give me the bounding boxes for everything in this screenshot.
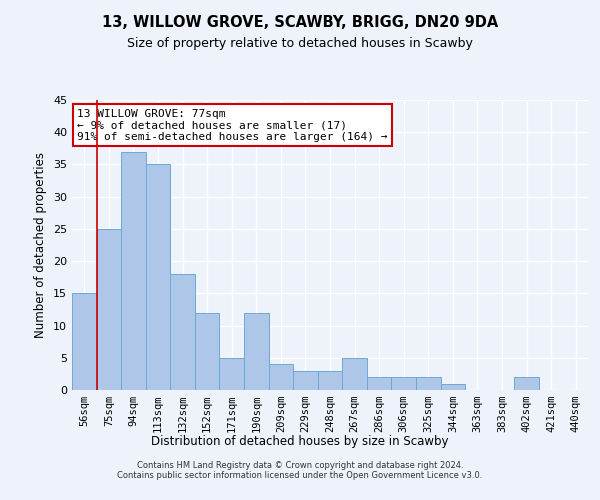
Bar — [97, 229, 121, 390]
Text: 13 WILLOW GROVE: 77sqm
← 9% of detached houses are smaller (17)
91% of semi-deta: 13 WILLOW GROVE: 77sqm ← 9% of detached … — [77, 108, 388, 142]
Bar — [440, 384, 465, 390]
Bar — [514, 377, 539, 390]
Bar — [170, 274, 195, 390]
Bar — [269, 364, 293, 390]
Bar — [244, 312, 269, 390]
Text: Distribution of detached houses by size in Scawby: Distribution of detached houses by size … — [151, 435, 449, 448]
Bar — [391, 377, 416, 390]
Bar — [293, 370, 318, 390]
Bar — [220, 358, 244, 390]
Bar — [146, 164, 170, 390]
Bar — [195, 312, 220, 390]
Bar — [342, 358, 367, 390]
Text: Size of property relative to detached houses in Scawby: Size of property relative to detached ho… — [127, 38, 473, 51]
Bar — [72, 294, 97, 390]
Bar — [367, 377, 391, 390]
Bar — [416, 377, 440, 390]
Bar — [318, 370, 342, 390]
Text: 13, WILLOW GROVE, SCAWBY, BRIGG, DN20 9DA: 13, WILLOW GROVE, SCAWBY, BRIGG, DN20 9D… — [102, 15, 498, 30]
Text: Contains HM Land Registry data © Crown copyright and database right 2024.
Contai: Contains HM Land Registry data © Crown c… — [118, 460, 482, 480]
Y-axis label: Number of detached properties: Number of detached properties — [34, 152, 47, 338]
Bar — [121, 152, 146, 390]
